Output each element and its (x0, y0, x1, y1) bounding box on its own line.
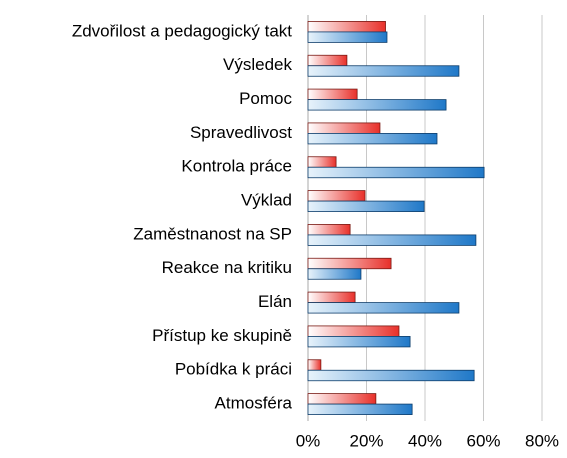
bar (307, 190, 366, 202)
x-tick-label: 80% (525, 431, 559, 450)
y-tick-label: Zdvořilost a pedagogický takt (72, 21, 292, 40)
bar (307, 302, 460, 314)
bar (307, 54, 348, 67)
y-tick-label: Zaměstnanost na SP (133, 224, 292, 243)
x-tick-label: 20% (349, 431, 383, 450)
bar (307, 393, 377, 405)
y-tick-label: Spravedlivost (190, 123, 292, 142)
bar (307, 65, 460, 77)
bar (307, 224, 351, 236)
bar (307, 200, 425, 212)
y-tick-label: Přístup ke skupině (152, 326, 292, 345)
bar (307, 122, 381, 134)
bar (307, 403, 413, 415)
y-tick-label: Pobídka k práci (175, 360, 292, 379)
x-tick-label: 40% (408, 431, 442, 450)
y-tick-label: Kontrola práce (181, 157, 292, 176)
bar (307, 291, 356, 303)
x-tick-label: 60% (466, 431, 500, 450)
bar (307, 268, 362, 280)
bar (307, 21, 386, 33)
y-tick-label: Elán (258, 292, 292, 311)
bar (307, 234, 477, 246)
bar (307, 133, 438, 145)
bar (307, 369, 475, 382)
bar (307, 325, 400, 337)
bar (307, 359, 322, 371)
bar (307, 166, 485, 179)
y-tick-label: Reakce na kritiku (162, 258, 292, 277)
bar (307, 336, 411, 348)
y-tick-label: Atmosféra (215, 394, 293, 413)
x-tick-label: 0% (296, 431, 321, 450)
bar (307, 156, 337, 168)
bar (307, 31, 388, 43)
y-tick-label: Pomoc (239, 89, 292, 108)
bar (307, 99, 447, 111)
bar (307, 88, 358, 100)
bar (307, 257, 392, 270)
y-tick-label: Výsledek (223, 55, 292, 74)
y-tick-label: Výklad (241, 191, 292, 210)
